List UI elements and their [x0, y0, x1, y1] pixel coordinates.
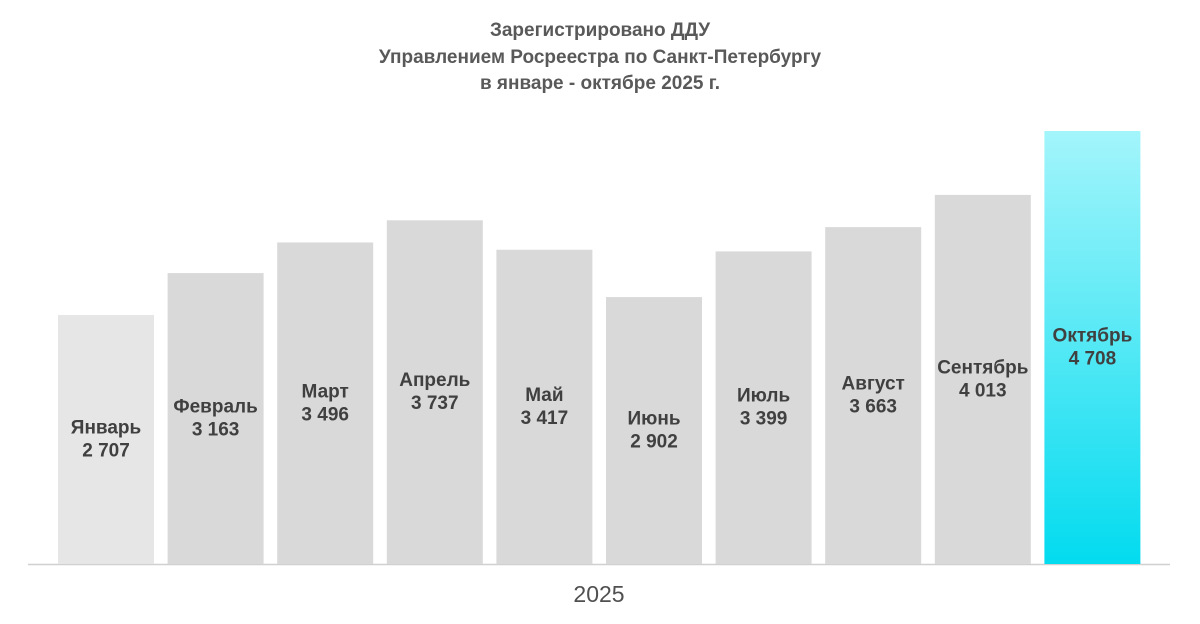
data-label: 2 707 [82, 441, 130, 462]
data-label: 4 013 [959, 380, 1007, 401]
category-label: Май [525, 385, 563, 406]
bar [58, 315, 154, 564]
bar [934, 194, 1031, 564]
chart-title: Управлением Росреестра по Санкт-Петербур… [379, 47, 822, 68]
category-label: Февраль [173, 397, 257, 418]
data-label: 4 708 [1069, 349, 1117, 370]
bar [825, 227, 922, 565]
category-label: Январь [71, 418, 141, 439]
bar [1044, 131, 1141, 564]
bar [715, 251, 812, 564]
category-label: Октябрь [1053, 326, 1133, 347]
bar [606, 297, 702, 564]
bar [496, 249, 593, 564]
data-label: 3 417 [521, 408, 569, 429]
category-label: Июнь [627, 409, 680, 430]
data-label: 2 902 [630, 432, 678, 453]
category-label: Сентябрь [937, 357, 1028, 378]
chart-title: Зарегистрировано ДДУ [490, 20, 710, 41]
data-label: 3 163 [192, 420, 240, 441]
data-label: 3 663 [849, 397, 897, 418]
bar [277, 242, 374, 564]
category-label: Август [842, 374, 905, 395]
bar [386, 220, 483, 564]
data-label: 3 737 [411, 393, 459, 414]
x-axis-label: 2025 [573, 581, 624, 607]
bar [167, 273, 264, 564]
data-label: 3 496 [301, 404, 349, 425]
category-label: Март [302, 381, 349, 402]
category-label: Апрель [399, 370, 470, 391]
category-label: Июль [737, 386, 790, 407]
data-label: 3 399 [740, 409, 788, 430]
chart-title: в январе - октябре 2025 г. [480, 73, 720, 94]
